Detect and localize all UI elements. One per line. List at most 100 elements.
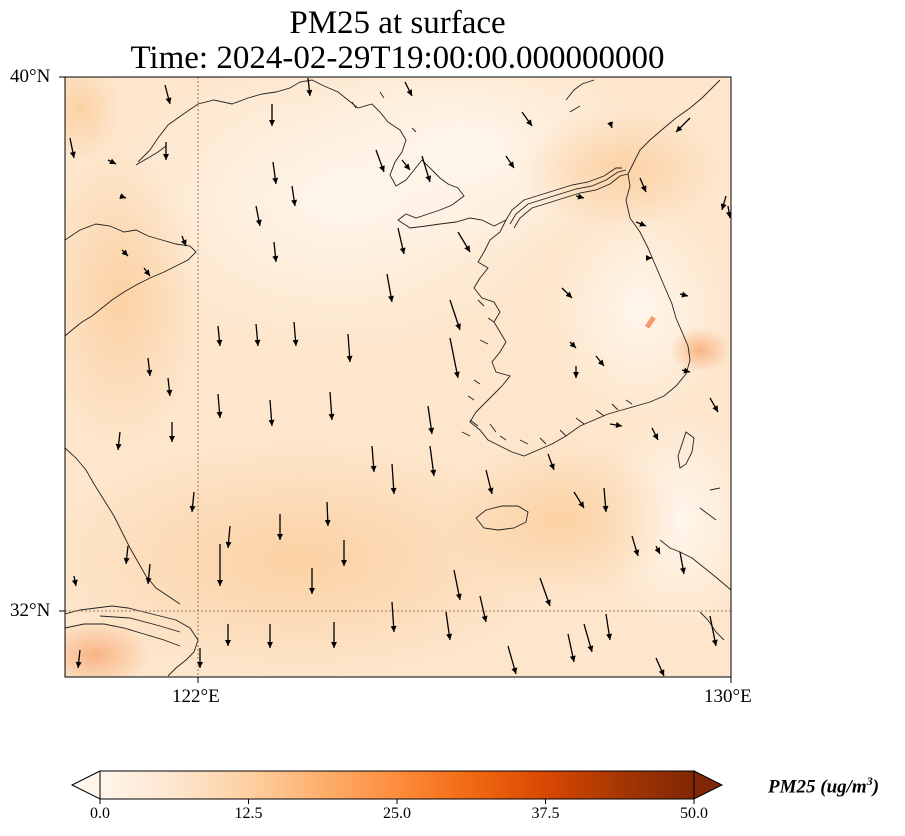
wind-arrow-head [225, 640, 231, 646]
wind-arrow-head [309, 588, 315, 594]
wind-arrow-head [569, 341, 576, 348]
wind-arrow-head [390, 487, 397, 494]
coastlines [65, 79, 731, 677]
map-title: PM25 at surface [289, 5, 506, 41]
wind-arrow-head [549, 463, 555, 470]
wind-arrow-head [115, 443, 122, 450]
wind-arrow-head [545, 599, 551, 606]
wind-arrow-head [428, 427, 435, 434]
wind-arrow-head [121, 249, 128, 256]
colorbar [70, 770, 724, 804]
colorbar-ramp [100, 771, 694, 799]
wind-arrow-head [511, 667, 518, 674]
wind-arrow-head [606, 633, 613, 640]
wind-arrow-head [455, 593, 462, 600]
wind-arrow-head [291, 199, 298, 206]
wind-arrow-head [341, 560, 347, 566]
wind-arrow-head [712, 405, 718, 412]
wind-arrow-head [197, 662, 203, 668]
colorbar-tick: 0.0 [90, 805, 110, 822]
wind-arrow-head [272, 177, 279, 184]
wind-arrow-head [464, 245, 470, 252]
wind-arrow-head [658, 669, 665, 676]
colorbar-tick: 12.5 [234, 805, 263, 822]
colorbar-min-extend [70, 770, 101, 800]
wind-arrow-head [455, 323, 461, 330]
wind-arrow-head [602, 505, 609, 512]
wind-arrow-head [268, 419, 275, 426]
wind-arrow-head [370, 465, 377, 472]
colorbar-max-extend [693, 770, 724, 800]
wind-arrow-shaft [449, 337, 459, 379]
wind-arrow-head [587, 645, 594, 652]
wind-arrow-head [578, 501, 584, 508]
wind-arrow-head [487, 487, 494, 494]
wind-arrow-head [267, 642, 273, 648]
wind-arrow-head [269, 120, 275, 126]
wind-arrow-head [163, 154, 169, 160]
y-tick-40N: 40°N [10, 66, 51, 87]
wind-arrow-head [633, 549, 640, 556]
wind-arrow-head [216, 411, 223, 418]
wind-arrow-head [403, 163, 410, 170]
wind-arrow-head [652, 433, 658, 440]
wind-arrow-head [577, 193, 584, 200]
wind-arrow-head [169, 436, 175, 442]
wind-arrow-head [481, 615, 488, 622]
wind-arrow-head [180, 239, 187, 246]
wind-arrow-head [217, 580, 223, 586]
wind-arrow-head [711, 639, 718, 646]
wind-arrow-head [508, 161, 514, 168]
wind-arrow-head [399, 247, 406, 254]
wind-arrow-head [189, 505, 196, 512]
wind-arrow-head [346, 355, 353, 362]
wind-arrow-head [379, 165, 385, 172]
wind-arrow-head [216, 339, 223, 346]
colorbar-tick: 50.0 [680, 805, 708, 822]
wind-arrow-head [639, 220, 646, 227]
wind-arrow-head [277, 534, 283, 540]
wind-arrow-head [607, 121, 613, 128]
wind-arrow-head [726, 211, 731, 218]
wind-arrow-head [292, 339, 299, 346]
wind-arrow-head [166, 389, 173, 396]
wind-arrow-head [225, 541, 232, 548]
wind-arrow-head [683, 367, 690, 374]
wind-arrow-head [430, 469, 437, 476]
wind-arrow-head [615, 422, 622, 428]
wind-arrow-head [387, 295, 394, 302]
wind-arrow-head [526, 119, 532, 126]
wind-arrow-head [123, 557, 130, 564]
wind-arrow-head [145, 577, 152, 584]
wind-arrow-head [165, 97, 172, 104]
wind-arrow-head [328, 413, 335, 420]
wind-arrow-head [569, 655, 576, 662]
wind-arrow-head [272, 255, 279, 262]
wind-arrow-head [324, 519, 331, 526]
colorbar-label: PM25 (ug/m3) [768, 774, 880, 798]
wind-arrow-head [646, 255, 652, 261]
wind-arrow-head [446, 633, 453, 640]
wind-arrow-head [654, 547, 660, 554]
y-tick-32N: 32°N [10, 600, 51, 621]
wind-arrow-head [69, 151, 76, 158]
wind-arrow-head [425, 175, 432, 182]
wind-arrow-head [676, 125, 683, 132]
wind-arrow-head [255, 219, 262, 226]
wind-arrow-head [453, 371, 460, 378]
wind-arrow-head [565, 291, 572, 298]
colorbar-tick: 37.5 [531, 805, 560, 822]
pm25-field [65, 77, 731, 677]
wind-arrow-head [146, 369, 153, 376]
wind-arrow-head [306, 89, 313, 96]
wind-arrow-head [75, 661, 82, 668]
wind-arrow-head [597, 359, 604, 366]
wind-arrow-head [681, 291, 688, 298]
wind-arrow-head [406, 89, 412, 96]
wind-vectors [69, 77, 731, 677]
wind-arrow-head [720, 203, 727, 210]
wind-arrow-head [144, 269, 150, 276]
wind-arrow-head [71, 579, 78, 586]
map-frame [64, 76, 732, 678]
